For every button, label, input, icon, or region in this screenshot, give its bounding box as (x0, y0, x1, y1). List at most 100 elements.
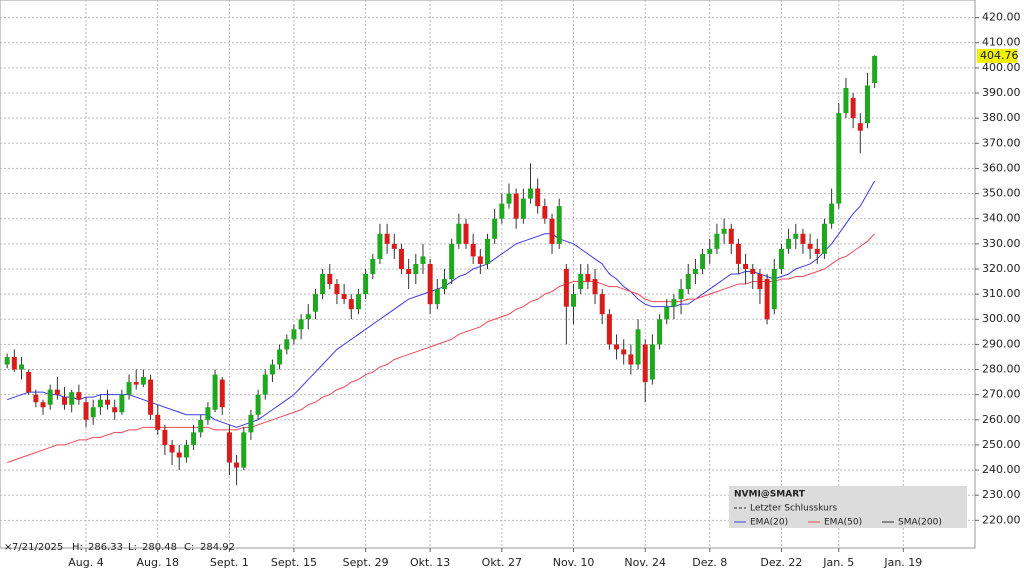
x-tick-label: Sept. 1 (210, 556, 249, 569)
y-tick-label: 320.00 (982, 262, 1021, 275)
candle-body (298, 319, 304, 330)
candle-body (176, 452, 182, 458)
x-tick-label: Okt. 27 (482, 556, 522, 569)
candle-body (592, 279, 598, 295)
candle-body (850, 98, 856, 119)
y-tick-label: 360.00 (982, 161, 1021, 174)
candle-body (255, 394, 261, 415)
x-tick-label: Jan. 19 (883, 556, 922, 569)
candle-body (499, 203, 505, 219)
candle-body (556, 206, 562, 244)
x-tick-label: Nov. 24 (624, 556, 666, 569)
y-tick-label: 260.00 (982, 413, 1021, 426)
candle-body (355, 294, 361, 310)
y-tick-label: 230.00 (982, 488, 1021, 501)
candle-body (642, 344, 648, 383)
candle-body (248, 414, 254, 433)
candle-body (269, 364, 275, 375)
candle-body (69, 392, 75, 405)
candle-body (327, 274, 333, 285)
x-tick-label: Dez. 8 (692, 556, 727, 569)
x-tick-label: Nov. 10 (553, 556, 595, 569)
x-tick-label: Sept. 29 (343, 556, 389, 569)
candle-body (685, 274, 691, 290)
candle-body (692, 268, 698, 274)
legend-label: EMA(50) (824, 518, 862, 528)
candle-body (191, 432, 197, 445)
candle-body (198, 419, 204, 433)
candle-body (707, 248, 713, 254)
candle-body (155, 414, 161, 430)
candle-body (284, 339, 290, 350)
candle-body (219, 379, 225, 408)
candle-body (148, 379, 154, 415)
candle-body (262, 374, 268, 395)
candle-body (183, 444, 189, 458)
candle-body (671, 299, 677, 307)
candle-body (492, 218, 498, 239)
candle-body (54, 389, 60, 395)
candle-body (226, 432, 232, 463)
candle-body (97, 399, 103, 408)
plot-area (0, 0, 976, 549)
candle-body (757, 274, 763, 290)
candle-body (234, 462, 240, 468)
candles (4, 55, 878, 486)
candle-body (212, 374, 218, 410)
candle-body (76, 392, 82, 400)
axes: 220.00 230.00 240.00 250.00 260.00 270.00 280.… (68, 11, 1020, 569)
candle-body (162, 429, 168, 445)
candle-body (857, 123, 863, 131)
info-label: C: (184, 542, 194, 553)
y-tick-label: 220.00 (982, 513, 1021, 526)
candle-body (398, 248, 404, 269)
candle-body (413, 263, 419, 274)
candle-body (19, 364, 25, 370)
legend-label: Letzter Schlusskurs (750, 504, 838, 514)
candle-body (320, 274, 326, 295)
candle-body (463, 223, 469, 244)
candle-body (277, 349, 283, 365)
candle-body (807, 243, 813, 249)
candle-body (420, 256, 426, 264)
candle-body (305, 314, 311, 320)
candle-body (714, 233, 720, 249)
candle-body (578, 274, 584, 290)
legend-box (729, 486, 967, 528)
candle-body (363, 274, 369, 295)
info-value: 284.92 (200, 542, 235, 553)
candle-body (506, 193, 512, 204)
candle-body (341, 294, 347, 300)
candle-body (406, 268, 412, 274)
candle-body (449, 243, 455, 280)
candle-body (11, 356, 17, 370)
x-tick-label: Okt. 13 (410, 556, 450, 569)
candle-body (821, 223, 827, 254)
candle-body (721, 228, 727, 234)
legend: NVMI@SMART Letzter Schlusskurs EMA(20) E… (729, 486, 967, 528)
info-line: × 7/21/2025 H: 286.33 L: 280.48 C: 284.9… (4, 542, 235, 553)
x-tick-label: Aug. 18 (136, 556, 178, 569)
candle-body (836, 113, 842, 204)
candle-body (133, 382, 139, 385)
y-tick-label: 330.00 (982, 237, 1021, 250)
candle-body (800, 233, 806, 244)
y-tick-label: 370.00 (982, 136, 1021, 149)
candle-body (649, 344, 655, 380)
x-tick-label: Jan. 5 (822, 556, 854, 569)
candle-body (456, 223, 462, 244)
candle-body (312, 294, 318, 312)
x-tick-label: Aug. 4 (68, 556, 103, 569)
y-tick-label: 410.00 (982, 36, 1021, 49)
candle-body (477, 256, 483, 264)
y-tick-label: 240.00 (982, 463, 1021, 476)
candle-body (83, 402, 89, 420)
candle-body (793, 233, 799, 239)
legend-label: EMA(20) (750, 518, 788, 528)
candle-body (434, 289, 440, 305)
candle-body (535, 188, 541, 207)
candle-body (112, 407, 118, 413)
candle-body (614, 344, 620, 350)
legend-label: SMA(200) (898, 518, 942, 528)
